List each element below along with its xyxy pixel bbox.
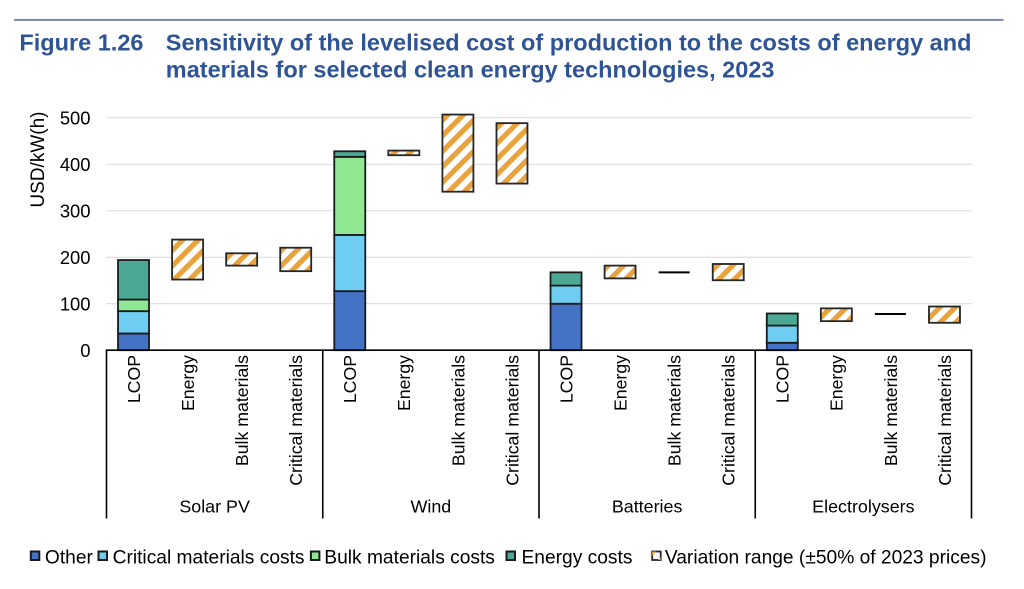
svg-text:LCOP: LCOP	[773, 355, 793, 403]
svg-text:200: 200	[60, 247, 91, 268]
svg-text:Electrolysers: Electrolysers	[812, 497, 914, 517]
svg-text:Critical materials: Critical materials	[502, 355, 522, 486]
svg-text:Bulk materials: Bulk materials	[232, 355, 252, 466]
svg-text:USD/kW(h): USD/kW(h)	[28, 112, 49, 208]
svg-text:Energy: Energy	[610, 355, 630, 411]
svg-text:Critical materials: Critical materials	[935, 355, 955, 486]
svg-text:Critical materials: Critical materials	[719, 355, 739, 486]
svg-text:Sensitivity of the levelised c: Sensitivity of the levelised cost of pro…	[166, 29, 972, 55]
svg-text:Wind: Wind	[410, 497, 451, 517]
svg-text:0: 0	[80, 340, 90, 361]
svg-text:Variation range (±50% of 2023: Variation range (±50% of 2023 prices)	[665, 548, 987, 569]
svg-text:materials for selected clean e: materials for selected clean energy tech…	[166, 56, 775, 82]
svg-text:Batteries: Batteries	[612, 497, 683, 517]
svg-text:Energy: Energy	[394, 355, 414, 411]
svg-text:100: 100	[60, 293, 91, 314]
svg-text:Bulk materials: Bulk materials	[448, 355, 468, 466]
svg-text:Bulk materials: Bulk materials	[881, 355, 901, 466]
svg-text:LCOP: LCOP	[556, 355, 576, 403]
svg-text:500: 500	[60, 107, 91, 128]
svg-text:300: 300	[60, 200, 91, 221]
svg-text:Bulk materials costs: Bulk materials costs	[324, 548, 495, 569]
svg-text:Figure 1.26: Figure 1.26	[19, 29, 143, 55]
svg-text:LCOP: LCOP	[340, 355, 360, 403]
svg-text:Energy: Energy	[827, 355, 847, 411]
svg-text:Bulk materials: Bulk materials	[665, 355, 685, 466]
svg-text:Energy: Energy	[178, 355, 198, 411]
svg-text:Critical materials costs: Critical materials costs	[113, 548, 305, 569]
svg-text:LCOP: LCOP	[124, 355, 144, 403]
svg-text:Critical materials: Critical materials	[286, 355, 306, 486]
svg-text:Solar PV: Solar PV	[179, 497, 250, 517]
svg-text:400: 400	[60, 154, 91, 175]
svg-text:Other: Other	[45, 548, 94, 569]
svg-text:Energy costs: Energy costs	[522, 548, 633, 569]
